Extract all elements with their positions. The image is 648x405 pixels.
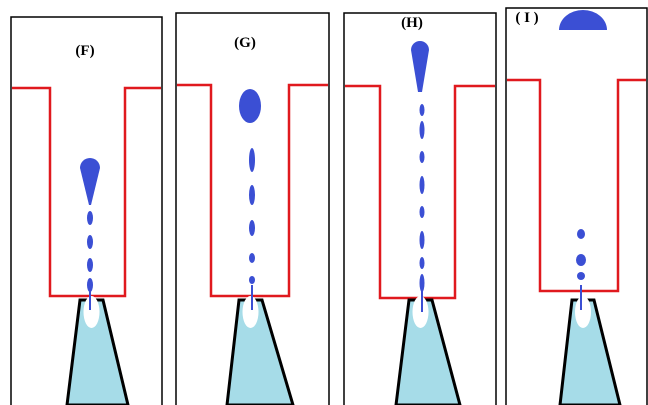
droplet <box>87 278 93 292</box>
diagram: (F) (G) (H) ( I ) <box>0 0 648 405</box>
droplet <box>249 220 255 236</box>
droplet <box>249 253 255 263</box>
nozzle-tip <box>413 296 429 328</box>
droplet <box>420 257 425 269</box>
droplet <box>87 235 93 249</box>
panel-label: (G) <box>234 35 256 51</box>
nozzle-tip <box>84 296 100 328</box>
nozzle-tip <box>575 296 591 328</box>
droplet <box>420 231 425 249</box>
droplet <box>420 176 425 194</box>
panel: (H) <box>344 13 496 405</box>
droplet <box>420 151 425 163</box>
panel: (F) <box>11 17 162 405</box>
panel-label: ( I ) <box>515 10 538 26</box>
droplet <box>420 104 425 116</box>
droplet <box>420 206 425 218</box>
droplet <box>420 121 425 139</box>
droplet <box>576 254 586 266</box>
panel: (G) <box>176 13 329 405</box>
droplet <box>249 185 255 205</box>
droplet <box>249 148 255 172</box>
nozzle-tip <box>243 296 259 328</box>
droplet <box>87 258 93 272</box>
panel-label: (F) <box>75 43 94 59</box>
droplet <box>249 276 255 284</box>
panel: ( I ) <box>506 8 647 405</box>
panel-label: (H) <box>401 15 423 31</box>
droplet <box>239 89 261 123</box>
droplet <box>87 211 93 225</box>
droplet <box>577 229 585 239</box>
droplet <box>577 272 585 280</box>
